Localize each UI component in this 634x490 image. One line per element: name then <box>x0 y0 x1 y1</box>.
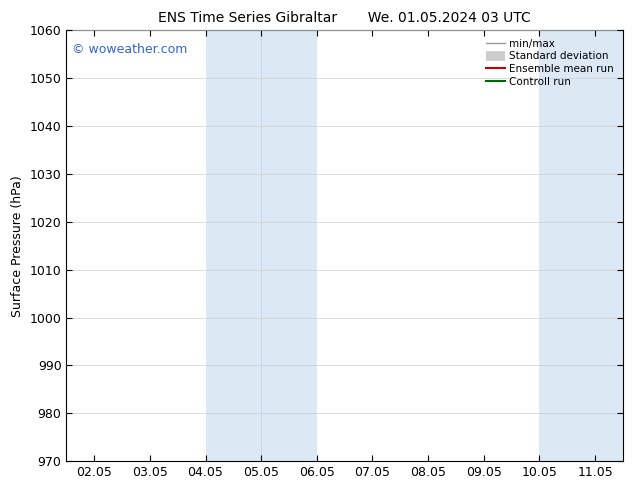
Title: ENS Time Series Gibraltar       We. 01.05.2024 03 UTC: ENS Time Series Gibraltar We. 01.05.2024… <box>158 11 531 25</box>
Legend: min/max, Standard deviation, Ensemble mean run, Controll run: min/max, Standard deviation, Ensemble me… <box>482 35 618 91</box>
Y-axis label: Surface Pressure (hPa): Surface Pressure (hPa) <box>11 175 24 317</box>
Text: © woweather.com: © woweather.com <box>72 43 187 56</box>
Bar <box>205 30 261 461</box>
Bar <box>261 30 317 461</box>
Bar <box>540 30 623 461</box>
